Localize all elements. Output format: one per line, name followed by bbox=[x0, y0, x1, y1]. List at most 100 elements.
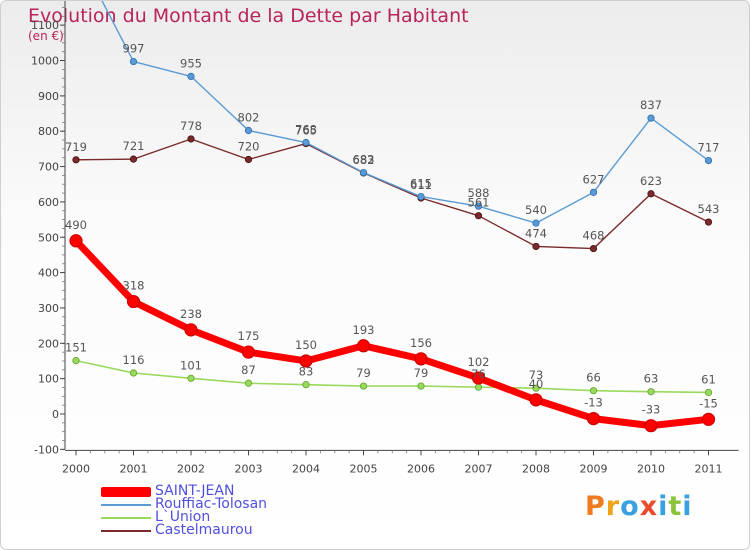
legend-item-saint-jean: SAINT-JEAN bbox=[101, 483, 351, 499]
data-point bbox=[187, 374, 195, 382]
legend-item-rouffiac-tolosan: Rouffiac-Tolosan bbox=[101, 496, 351, 512]
y-tick-label: 200 bbox=[38, 337, 59, 350]
data-point bbox=[704, 156, 713, 165]
data-label: 955 bbox=[180, 56, 202, 70]
data-point bbox=[299, 354, 313, 368]
data-label: 151 bbox=[65, 341, 87, 355]
data-point bbox=[129, 155, 138, 163]
legend-swatch bbox=[101, 517, 151, 519]
data-label: 765 bbox=[295, 124, 317, 138]
data-point bbox=[414, 352, 428, 366]
data-label: 83 bbox=[299, 365, 314, 379]
data-label: 101 bbox=[180, 358, 202, 372]
data-label: 682 bbox=[353, 153, 375, 167]
data-label: 193 bbox=[353, 323, 375, 337]
data-point bbox=[532, 242, 540, 251]
y-tick-label: 500 bbox=[38, 231, 59, 244]
data-point bbox=[474, 383, 483, 391]
data-label: 997 bbox=[123, 42, 145, 56]
series-line-2 bbox=[75, 359, 710, 394]
data-label: 717 bbox=[698, 141, 720, 155]
data-label: 720 bbox=[238, 139, 260, 153]
legend-label: Rouffiac-Tolosan bbox=[155, 496, 268, 512]
proxiti-logo: Proxiti bbox=[585, 491, 693, 522]
data-label: 63 bbox=[644, 372, 659, 386]
data-label: 540 bbox=[525, 203, 547, 217]
chart-unit: (en €) bbox=[28, 29, 64, 43]
legend-swatch bbox=[101, 530, 151, 532]
y-tick-label: 800 bbox=[38, 125, 59, 138]
series-line-0 bbox=[72, 237, 712, 430]
data-point bbox=[302, 381, 310, 389]
x-tick-label: 2000 bbox=[62, 462, 90, 475]
data-point bbox=[586, 411, 601, 426]
x-tick-label: 2010 bbox=[637, 462, 665, 475]
y-tick-label: 400 bbox=[38, 267, 59, 280]
data-label: 561 bbox=[468, 196, 490, 210]
data-point bbox=[589, 244, 598, 253]
x-tick-label: 2002 bbox=[177, 462, 205, 475]
data-point bbox=[244, 379, 253, 387]
data-label: 66 bbox=[586, 371, 601, 385]
legend-item-l-union: L`Union bbox=[101, 510, 351, 525]
data-point bbox=[187, 135, 195, 143]
y-tick-label: -100 bbox=[34, 443, 59, 456]
data-point bbox=[474, 202, 483, 210]
data-point bbox=[302, 138, 310, 147]
data-point bbox=[589, 387, 598, 395]
legend: SAINT-JEAN Rouffiac-Tolosan L`Union Cast… bbox=[101, 483, 351, 538]
data-point bbox=[126, 294, 141, 309]
data-label: 116 bbox=[123, 353, 145, 367]
data-point bbox=[644, 419, 658, 433]
data-point bbox=[704, 218, 713, 226]
y-tick-label: 0 bbox=[52, 408, 59, 421]
data-label: 802 bbox=[238, 110, 260, 124]
data-label: 150 bbox=[295, 338, 317, 352]
data-point bbox=[69, 234, 83, 248]
data-label: 837 bbox=[640, 98, 662, 112]
data-label: 318 bbox=[123, 279, 145, 293]
data-label: -33 bbox=[642, 403, 661, 417]
legend-label: Castelmaurou bbox=[155, 522, 253, 538]
data-label: 543 bbox=[698, 202, 720, 216]
x-tick-label: 2007 bbox=[465, 462, 493, 475]
data-label: 719 bbox=[65, 140, 87, 154]
data-point bbox=[72, 357, 80, 365]
data-point bbox=[356, 339, 371, 353]
data-point bbox=[72, 156, 80, 164]
data-point bbox=[647, 388, 655, 396]
series-line-3 bbox=[75, 138, 710, 250]
data-label: 627 bbox=[583, 172, 605, 186]
data-label: 468 bbox=[583, 229, 605, 243]
legend-swatch bbox=[101, 504, 151, 506]
logo-letter: r bbox=[605, 491, 621, 522]
data-label: 721 bbox=[123, 139, 145, 153]
chart-title: Evolution du Montant de la Dette par Hab… bbox=[28, 5, 469, 27]
logo-letter: x bbox=[639, 491, 659, 522]
legend-swatch bbox=[101, 487, 151, 497]
data-label: 79 bbox=[414, 366, 429, 380]
data-point bbox=[647, 114, 655, 122]
data-label: 490 bbox=[65, 218, 87, 232]
x-tick-label: 2001 bbox=[120, 462, 148, 475]
data-label: 778 bbox=[180, 119, 202, 133]
data-point bbox=[589, 188, 598, 196]
legend-label: SAINT-JEAN bbox=[155, 483, 235, 499]
logo-letter: o bbox=[620, 491, 640, 522]
data-label: 615 bbox=[410, 177, 432, 191]
logo-letter: i bbox=[658, 491, 669, 522]
data-label: 79 bbox=[356, 366, 371, 380]
x-tick-label: 2011 bbox=[695, 462, 723, 475]
data-label: -15 bbox=[699, 396, 718, 410]
data-point bbox=[244, 126, 253, 135]
legend-item-castelmaurou: Castelmaurou bbox=[101, 522, 351, 538]
y-tick-label: 1000 bbox=[31, 55, 59, 68]
data-point bbox=[471, 371, 486, 385]
data-label: 156 bbox=[410, 336, 432, 350]
x-tick-label: 2005 bbox=[350, 462, 378, 475]
data-label: 588 bbox=[468, 186, 490, 200]
data-label: 175 bbox=[238, 329, 260, 343]
y-tick-label: 700 bbox=[38, 161, 59, 174]
x-tick-label: 2009 bbox=[580, 462, 608, 475]
